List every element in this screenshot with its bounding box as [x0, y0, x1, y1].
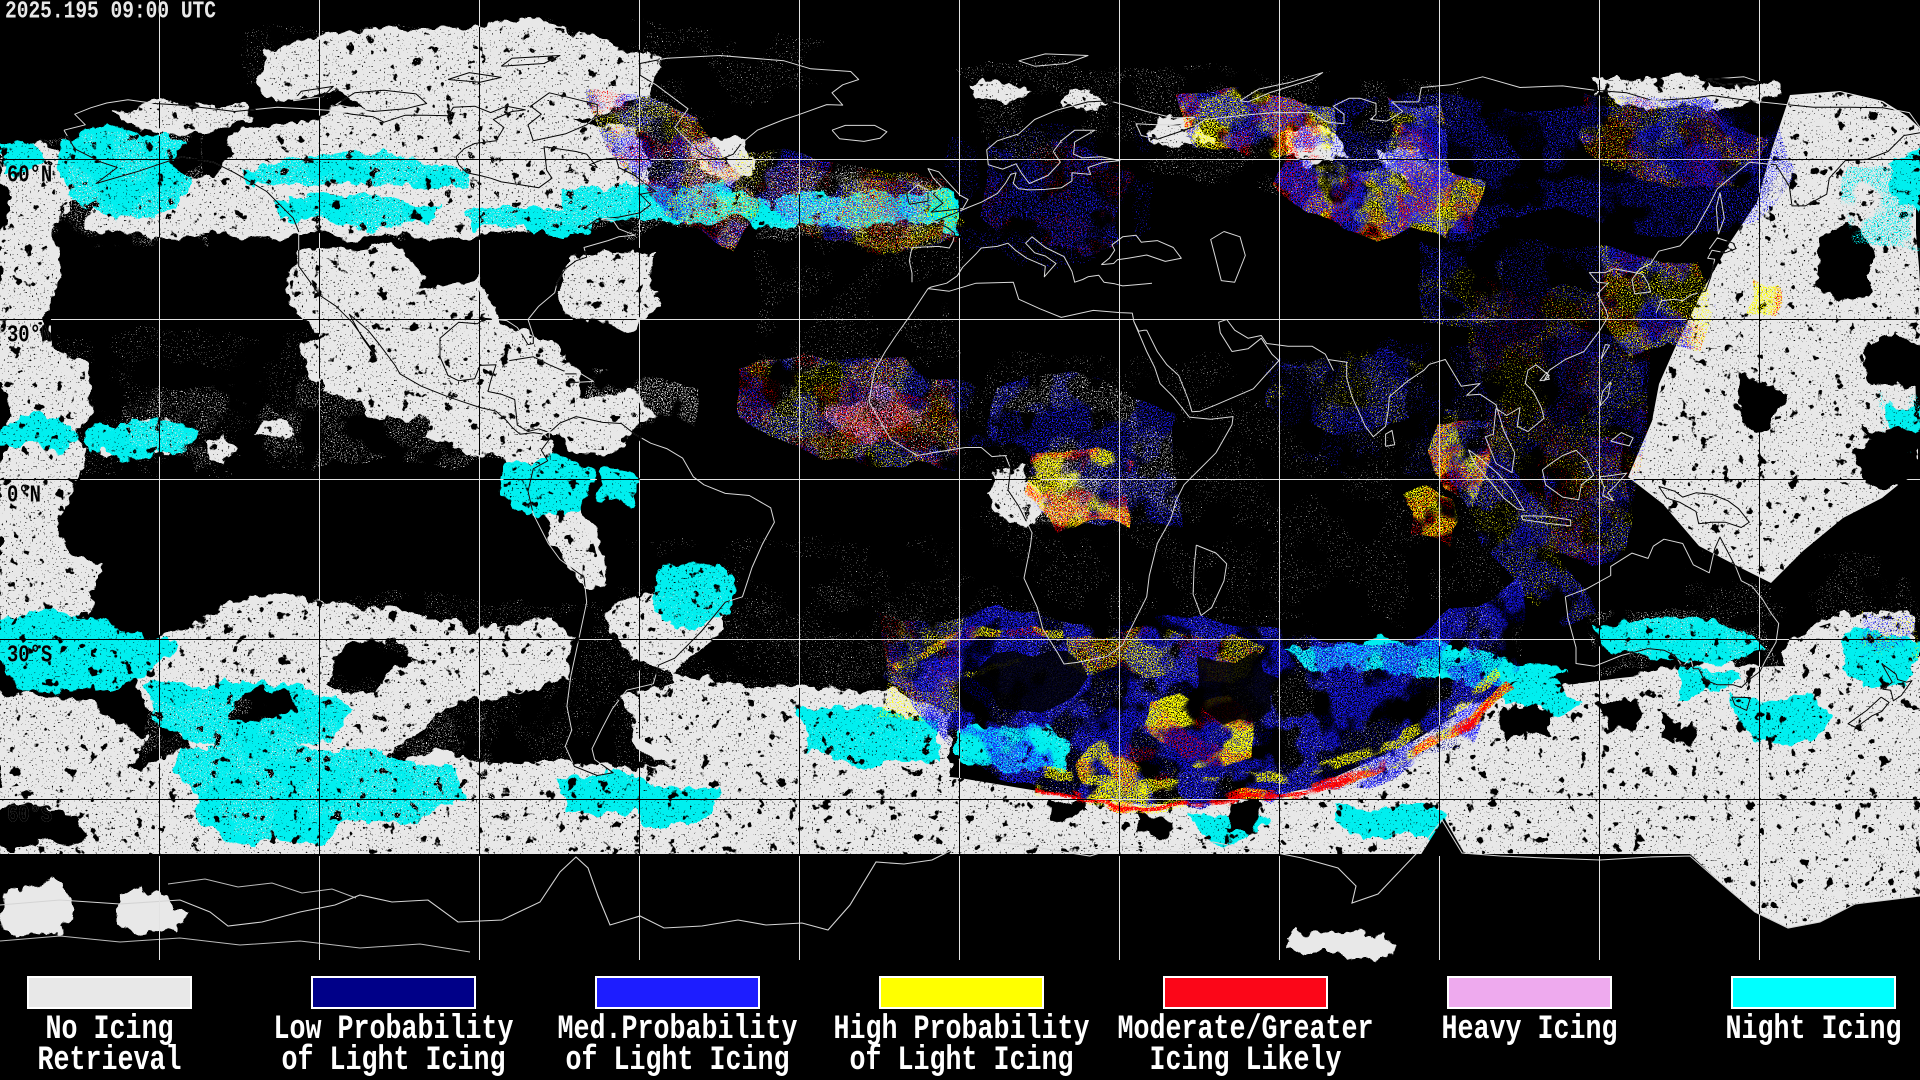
svg-text:Retrieval: Retrieval — [38, 1042, 182, 1080]
svg-text:High Probability: High Probability — [834, 1011, 1090, 1049]
svg-text:60°S: 60°S — [7, 803, 52, 830]
svg-text:of Light Icing: of Light Icing — [850, 1042, 1074, 1080]
svg-text:of Light Icing: of Light Icing — [282, 1042, 506, 1080]
svg-text:30°S: 30°S — [7, 643, 52, 670]
svg-text:2025.195 09:00 UTC: 2025.195 09:00 UTC — [5, 0, 216, 26]
svg-text:Icing Likely: Icing Likely — [1150, 1042, 1342, 1080]
svg-text:Night Icing: Night Icing — [1726, 1011, 1902, 1049]
svg-text:30°N: 30°N — [7, 323, 52, 350]
svg-text:0°N: 0°N — [7, 483, 41, 510]
svg-text:Med.Probability: Med.Probability — [558, 1011, 798, 1049]
svg-text:60°S: 60°S — [7, 803, 52, 830]
svg-text:Low Probability: Low Probability — [274, 1011, 514, 1049]
svg-text:of Light Icing: of Light Icing — [566, 1042, 790, 1080]
svg-text:0°N: 0°N — [7, 483, 41, 510]
svg-text:Heavy Icing: Heavy Icing — [1442, 1011, 1618, 1049]
svg-text:Moderate/Greater: Moderate/Greater — [1118, 1011, 1374, 1049]
svg-text:60°N: 60°N — [7, 163, 52, 190]
svg-text:60°N: 60°N — [7, 163, 52, 190]
svg-text:No Icing: No Icing — [46, 1011, 174, 1049]
svg-text:30°S: 30°S — [7, 643, 52, 670]
svg-text:30°N: 30°N — [7, 323, 52, 350]
